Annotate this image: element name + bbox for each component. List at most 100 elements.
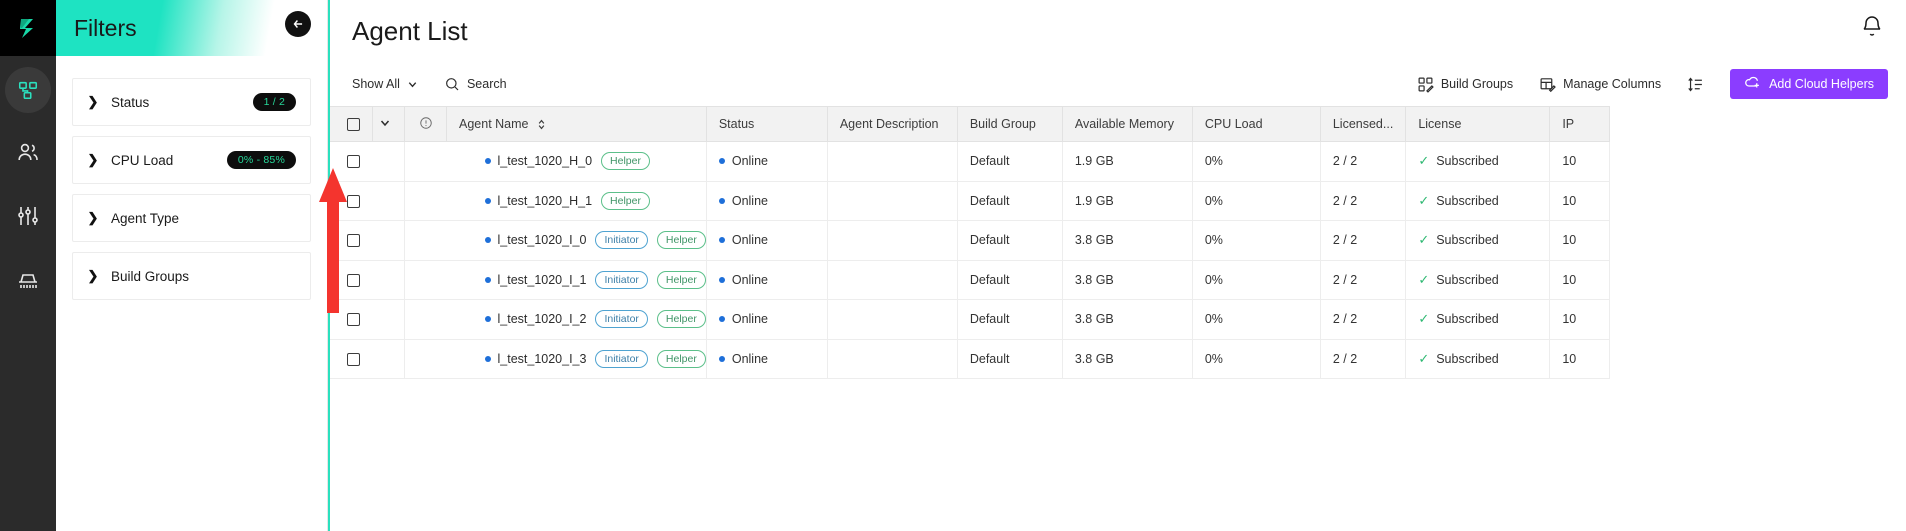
- manage-columns-icon: [1539, 76, 1556, 93]
- table-row[interactable]: l_test_1020_H_0 Helper Online Default 1.9 GB…: [330, 141, 1611, 182]
- select-all-header[interactable]: [330, 106, 373, 142]
- tag-initiator: Initiator: [595, 231, 648, 250]
- check-icon: ✓: [1418, 192, 1430, 208]
- cell-agent-name[interactable]: l_test_1020_H_1 Helper: [446, 181, 707, 221]
- table-row[interactable]: l_test_1020_I_3 Initiator Helper Online Defa…: [330, 339, 1611, 379]
- search-button[interactable]: Search: [444, 76, 507, 92]
- cell-cpu-load: 0%: [1192, 339, 1321, 379]
- license-label: Subscribed: [1436, 233, 1499, 248]
- column-header-cpu-load[interactable]: CPU Load: [1192, 106, 1321, 142]
- cell-agent-name[interactable]: l_test_1020_I_0 Initiator Helper: [446, 220, 707, 261]
- license-label: Subscribed: [1436, 272, 1499, 287]
- table-row[interactable]: l_test_1020_I_1 Initiator Helper Online Defa…: [330, 260, 1611, 300]
- status-dot: [718, 316, 725, 323]
- row-checkbox[interactable]: [347, 352, 360, 366]
- cell-cpu-load: 0%: [1192, 299, 1321, 340]
- row-caret-cell: [372, 339, 405, 379]
- info-icon: [419, 116, 432, 129]
- tag-helper: Helper: [656, 270, 706, 289]
- build-groups-button[interactable]: Build Groups: [1417, 76, 1513, 93]
- row-height-icon: [1687, 76, 1704, 93]
- sidebar-item-settings[interactable]: [0, 188, 56, 248]
- table-row[interactable]: l_test_1020_I_0 Initiator Helper Online Defa…: [330, 220, 1611, 261]
- status-label: Online: [731, 272, 768, 287]
- row-checkbox[interactable]: [347, 155, 360, 169]
- status-dot: [718, 237, 725, 244]
- cell-license: ✓ Subscribed: [1405, 260, 1551, 300]
- column-header-license[interactable]: License: [1405, 106, 1551, 142]
- cell-agent-name[interactable]: l_test_1020_I_3 Initiator Helper: [446, 339, 707, 379]
- column-header-ip[interactable]: IP: [1549, 106, 1611, 142]
- filters-panel: Filters ❯ Status 1 / 2 ❯ CPU Load 0% - 8…: [56, 0, 347, 531]
- brand-logo[interactable]: [0, 0, 56, 56]
- license-label: Subscribed: [1436, 351, 1499, 366]
- cell-status: Online: [706, 339, 828, 379]
- cell-license: ✓ Subscribed: [1405, 220, 1551, 261]
- cell-license: ✓ Subscribed: [1405, 141, 1551, 182]
- status-label: Online: [731, 154, 768, 169]
- arrow-left-icon: [293, 20, 303, 28]
- column-label: IP: [1562, 117, 1575, 131]
- agent-table-container[interactable]: Agent Name Status Agent Description Buil…: [330, 106, 1906, 531]
- cell-status: Online: [706, 220, 828, 261]
- check-icon: ✓: [1418, 271, 1430, 287]
- row-info-cell: [404, 220, 447, 261]
- show-all-dropdown[interactable]: Show All: [352, 77, 418, 91]
- chevron-right-icon: ❯: [87, 210, 99, 225]
- sidebar-item-users[interactable]: [0, 124, 56, 184]
- agent-name-label: l_test_1020_I_1: [497, 272, 587, 287]
- cell-agent-description: [827, 220, 958, 261]
- row-checkbox[interactable]: [347, 194, 360, 208]
- cell-licensed: 2 / 2: [1320, 339, 1407, 379]
- add-cloud-helpers-button[interactable]: Add Cloud Helpers: [1730, 69, 1888, 99]
- column-header-agent-description[interactable]: Agent Description: [827, 106, 958, 142]
- tag-helper: Helper: [601, 152, 650, 171]
- status-dot: [718, 197, 725, 204]
- table-row[interactable]: l_test_1020_H_1 Helper Online Default 1.9 GB…: [330, 181, 1611, 221]
- tag-initiator: Initiator: [595, 310, 648, 329]
- tag-helper: Helper: [656, 231, 706, 250]
- column-label: Agent Name: [459, 117, 529, 131]
- filters-header: Filters: [56, 0, 327, 56]
- column-header-build-group[interactable]: Build Group: [957, 106, 1063, 142]
- row-checkbox[interactable]: [347, 234, 360, 248]
- cell-agent-name[interactable]: l_test_1020_I_1 Initiator Helper: [446, 260, 707, 300]
- check-icon: ✓: [1418, 311, 1430, 327]
- sidebar-item-agents[interactable]: [0, 60, 56, 120]
- sidebar-item-resources[interactable]: [0, 252, 56, 312]
- cpu-load-badge: 0% - 85%: [226, 151, 296, 169]
- row-caret-cell: [372, 299, 405, 340]
- select-all-checkbox[interactable]: [347, 118, 360, 132]
- filter-card-agent-type[interactable]: ❯ Agent Type: [72, 194, 311, 242]
- filter-card-cpu-load[interactable]: ❯ CPU Load 0% - 85%: [72, 136, 311, 184]
- cell-status: Online: [706, 299, 828, 340]
- filter-card-status[interactable]: ❯ Status 1 / 2: [72, 78, 311, 126]
- row-checkbox[interactable]: [347, 313, 360, 327]
- row-checkbox-cell[interactable]: [330, 141, 373, 182]
- column-header-available-memory[interactable]: Available Memory: [1062, 106, 1193, 142]
- notification-bell-icon[interactable]: [1860, 14, 1884, 43]
- filter-card-build-groups[interactable]: ❯ Build Groups: [72, 252, 311, 300]
- agent-name-label: l_test_1020_I_0: [497, 233, 587, 248]
- agent-name-label: l_test_1020_I_3: [497, 351, 587, 366]
- agent-status-dot: [484, 237, 491, 244]
- table-row[interactable]: l_test_1020_I_2 Initiator Helper Online Defa…: [330, 299, 1611, 340]
- column-header-status[interactable]: Status: [706, 106, 828, 142]
- cell-agent-name[interactable]: l_test_1020_H_0 Helper: [446, 141, 707, 182]
- cell-ip: 10: [1549, 339, 1611, 379]
- row-checkbox[interactable]: [347, 273, 360, 287]
- cell-agent-name[interactable]: l_test_1020_I_2 Initiator Helper: [446, 299, 707, 340]
- collapse-panel-button[interactable]: [285, 11, 311, 37]
- chevron-down-icon: [380, 120, 390, 126]
- row-height-button[interactable]: [1687, 76, 1704, 93]
- column-header-agent-name[interactable]: Agent Name: [446, 106, 707, 142]
- info-column-header[interactable]: [404, 106, 447, 142]
- select-menu-header[interactable]: [372, 106, 405, 142]
- column-header-licensed[interactable]: Licensed...: [1320, 106, 1407, 142]
- add-cloud-helpers-label: Add Cloud Helpers: [1769, 77, 1874, 91]
- tag-helper: Helper: [601, 191, 650, 210]
- manage-columns-button[interactable]: Manage Columns: [1539, 76, 1661, 93]
- cell-agent-description: [827, 260, 958, 300]
- row-checkbox-cell[interactable]: [330, 339, 373, 379]
- column-label: CPU Load: [1204, 117, 1263, 131]
